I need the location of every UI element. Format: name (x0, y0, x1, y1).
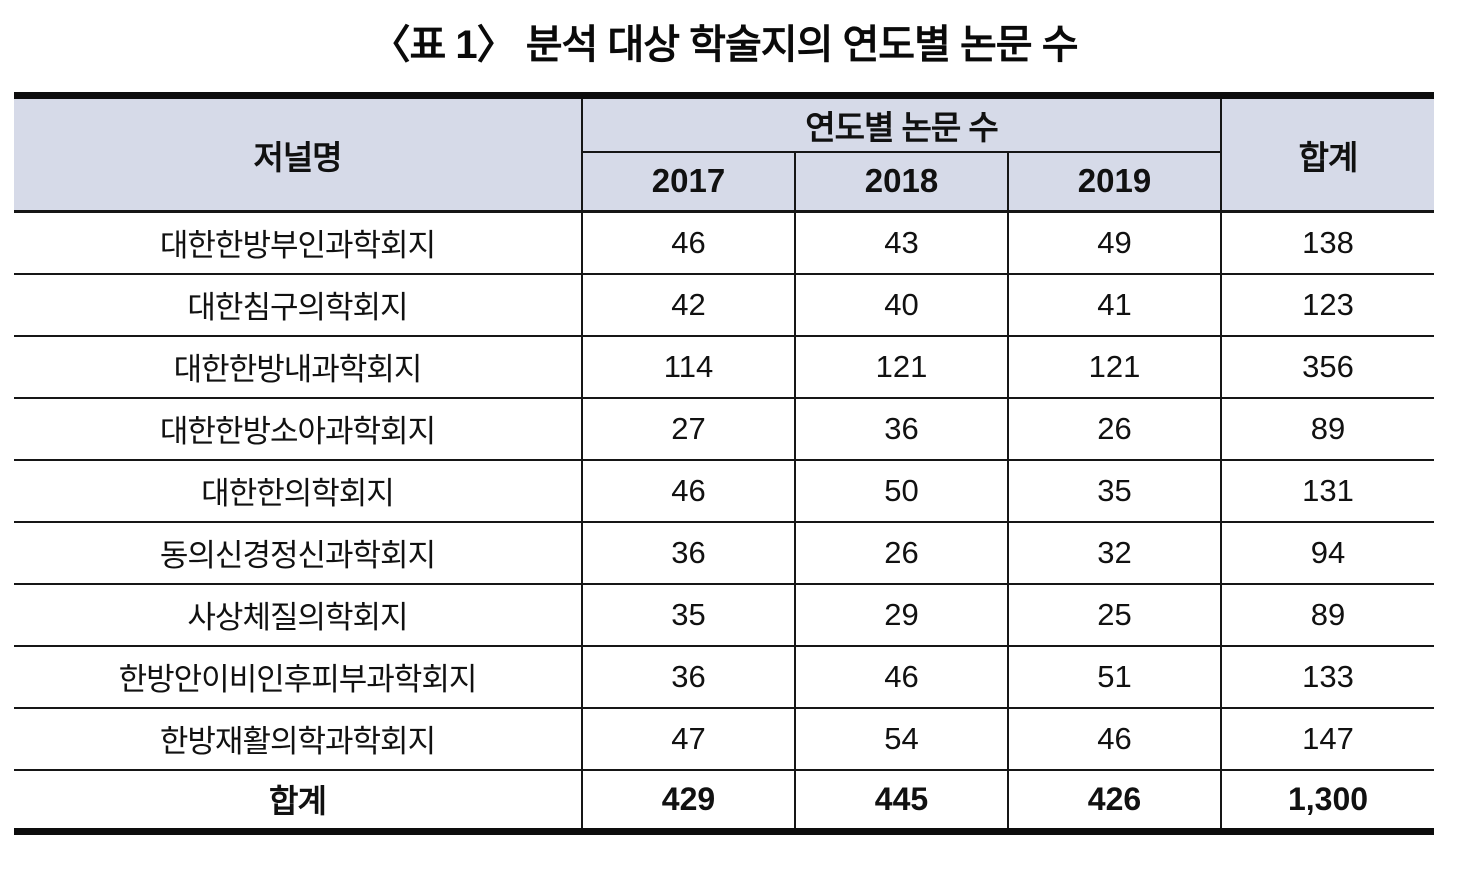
year-2018-cell: 36 (794, 396, 1009, 461)
total-column-header: 합계 (1220, 94, 1434, 213)
table-row: 사상체질의학회지 35 29 25 89 (14, 582, 1434, 647)
journal-name-cell: 동의신경정신과학회지 (14, 520, 583, 585)
row-total-cell: 94 (1220, 520, 1434, 585)
year-2017-header: 2017 (581, 150, 796, 213)
year-2019-cell: 41 (1007, 272, 1222, 337)
year-2017-cell: 42 (581, 272, 796, 337)
total-2017-cell: 429 (581, 768, 796, 833)
year-2018-header: 2018 (794, 150, 1009, 213)
year-2017-cell: 36 (581, 644, 796, 709)
papers-by-year-table: 저널명 연도별 논문 수 합계 2017 2018 2019 대한한방부인과학회… (14, 92, 1434, 835)
total-2019-cell: 426 (1007, 768, 1222, 833)
year-2018-cell: 46 (794, 644, 1009, 709)
row-total-cell: 89 (1220, 396, 1434, 461)
year-2019-cell: 121 (1007, 334, 1222, 399)
row-total-cell: 133 (1220, 644, 1434, 709)
journal-name-cell: 대한한방부인과학회지 (14, 210, 583, 275)
year-2019-cell: 26 (1007, 396, 1222, 461)
year-2018-cell: 26 (794, 520, 1009, 585)
total-2018-cell: 445 (794, 768, 1009, 833)
journal-name-cell: 대한한의학회지 (14, 458, 583, 523)
year-2017-cell: 46 (581, 458, 796, 523)
table-row: 한방재활의학과학회지 47 54 46 147 (14, 706, 1434, 771)
row-total-cell: 131 (1220, 458, 1434, 523)
table-row: 대한침구의학회지 42 40 41 123 (14, 272, 1434, 337)
table-row: 한방안이비인후피부과학회지 36 46 51 133 (14, 644, 1434, 709)
year-2017-cell: 36 (581, 520, 796, 585)
journal-name-cell: 한방재활의학과학회지 (14, 706, 583, 771)
year-2017-cell: 27 (581, 396, 796, 461)
journal-name-cell: 대한침구의학회지 (14, 272, 583, 337)
table-header: 저널명 연도별 논문 수 합계 2017 2018 2019 (14, 94, 1434, 213)
table-row: 대한한방부인과학회지 46 43 49 138 (14, 210, 1434, 275)
total-row-label: 합계 (14, 768, 583, 833)
table-row: 대한한방소아과학회지 27 36 26 89 (14, 396, 1434, 461)
grand-total-cell: 1,300 (1220, 768, 1434, 833)
table-caption: 〈표 1〉 분석 대상 학술지의 연도별 논문 수 (370, 23, 1078, 67)
year-2019-cell: 51 (1007, 644, 1222, 709)
header-row-group: 저널명 연도별 논문 수 합계 (14, 94, 1434, 213)
year-2019-cell: 32 (1007, 520, 1222, 585)
year-2019-cell: 49 (1007, 210, 1222, 275)
table-body: 대한한방부인과학회지 46 43 49 138 대한침구의학회지 42 40 4… (14, 210, 1434, 771)
table-row: 동의신경정신과학회지 36 26 32 94 (14, 520, 1434, 585)
table-row: 대한한의학회지 46 50 35 131 (14, 458, 1434, 523)
year-2019-header: 2019 (1007, 150, 1222, 213)
year-2018-cell: 43 (794, 210, 1009, 275)
table-row: 대한한방내과학회지 114 121 121 356 (14, 334, 1434, 399)
journal-name-cell: 사상체질의학회지 (14, 582, 583, 647)
journal-name-cell: 한방안이비인후피부과학회지 (14, 644, 583, 709)
year-2017-cell: 47 (581, 706, 796, 771)
row-total-cell: 356 (1220, 334, 1434, 399)
row-total-cell: 147 (1220, 706, 1434, 771)
year-2018-cell: 54 (794, 706, 1009, 771)
year-2018-cell: 50 (794, 458, 1009, 523)
header-row-years: 2017 2018 2019 (14, 150, 1434, 213)
year-2018-cell: 40 (794, 272, 1009, 337)
year-group-header: 연도별 논문 수 (581, 94, 1222, 153)
year-2018-cell: 121 (794, 334, 1009, 399)
year-2017-cell: 114 (581, 334, 796, 399)
year-2017-cell: 46 (581, 210, 796, 275)
year-2019-cell: 46 (1007, 706, 1222, 771)
year-2019-cell: 25 (1007, 582, 1222, 647)
row-total-cell: 138 (1220, 210, 1434, 275)
year-2017-cell: 35 (581, 582, 796, 647)
year-2019-cell: 35 (1007, 458, 1222, 523)
table-footer: 합계 429 445 426 1,300 (14, 768, 1434, 833)
row-total-cell: 123 (1220, 272, 1434, 337)
year-2018-cell: 29 (794, 582, 1009, 647)
total-row: 합계 429 445 426 1,300 (14, 768, 1434, 833)
journal-name-cell: 대한한방내과학회지 (14, 334, 583, 399)
journal-name-cell: 대한한방소아과학회지 (14, 396, 583, 461)
page: 〈표 1〉 분석 대상 학술지의 연도별 논문 수 저널명 연도별 논문 수 합… (14, 23, 1434, 835)
journal-column-header: 저널명 (14, 94, 583, 213)
row-total-cell: 89 (1220, 582, 1434, 647)
